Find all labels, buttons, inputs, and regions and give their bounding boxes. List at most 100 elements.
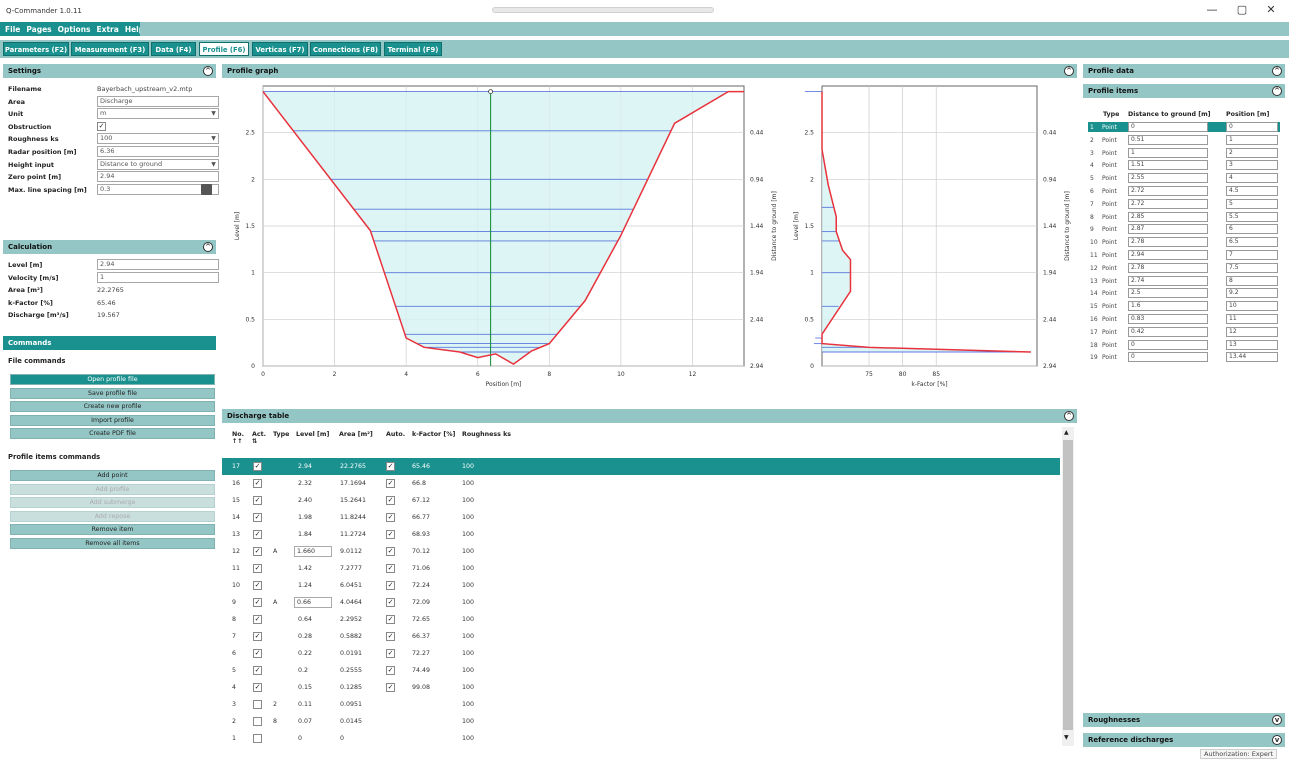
pi-distance-input[interactable]: 2.72 [1128,198,1208,209]
menu-pages[interactable]: Pages [26,24,52,34]
roughnesses-header[interactable]: Roughnesses v [1083,713,1285,727]
dropdown-arrow-icon[interactable]: ▼ [211,135,216,143]
pi-position-input[interactable]: 6 [1226,224,1278,235]
save-profile-file-button[interactable]: Save profile file [10,387,215,399]
auto-checkbox[interactable]: ✓ [386,513,395,522]
kfactor-chart[interactable]: 0 0.5 1 1.5 2 2.5 2.94 2.44 1.94 1.44 0.94 0.44 75 80… [782,78,1078,407]
table-row[interactable]: 7 ✓ 0.28 0.5882 ✓ 66.37 100 [222,628,1060,645]
profile-item-row[interactable]: 15 Point 1.6 10 [1088,301,1280,312]
profile-graph-header[interactable]: Profile graph ^ [222,64,1077,78]
active-checkbox[interactable]: ✓ [253,479,262,488]
profile-item-row[interactable]: 6 Point 2.72 4.5 [1088,186,1280,197]
column-kfactor[interactable]: k-Factor [%] [412,431,456,438]
profile-item-row[interactable]: 1 Point 0 0 [1088,122,1280,133]
auto-checkbox[interactable]: ✓ [386,530,395,539]
auto-checkbox[interactable]: ✓ [386,632,395,641]
active-checkbox[interactable]: ✓ [253,564,262,573]
add-submerge-button[interactable]: Add submerge [10,497,215,508]
pi-position-input[interactable]: 4 [1226,173,1278,184]
profile-item-row[interactable]: 7 Point 2.72 5 [1088,198,1280,210]
tab-verticas[interactable]: Verticas (F7) [252,42,308,56]
auto-checkbox[interactable]: ✓ [386,649,395,658]
pi-position-input[interactable]: 7 [1226,250,1278,260]
auto-checkbox[interactable]: ✓ [386,581,395,590]
close-button[interactable]: ✕ [1266,3,1276,16]
pi-position-input[interactable]: 0 [1226,122,1278,132]
pi-position-input[interactable]: 6.5 [1226,237,1278,248]
reference-discharges-header[interactable]: Reference discharges v [1083,733,1285,747]
column-level[interactable]: Level [m] [296,431,330,438]
menu-options[interactable]: Options [57,24,91,34]
scroll-down-icon[interactable]: ▼ [1064,734,1069,741]
settings-field[interactable]: 0.3 [97,183,219,195]
auto-checkbox[interactable]: ✓ [386,547,395,556]
commands-header[interactable]: Commands [3,336,216,350]
collapse-icon[interactable]: ^ [1272,66,1282,76]
auto-checkbox[interactable]: ✓ [386,496,395,505]
scroll-up-icon[interactable]: ▲ [1064,429,1069,436]
profile-item-row[interactable]: 8 Point 2.85 5.5 [1088,211,1280,223]
active-checkbox[interactable]: ✓ [253,666,262,675]
add-repose-button[interactable]: Add repose [10,510,215,522]
column-auto[interactable]: Auto. [386,431,406,438]
tab-profile[interactable]: Profile (F6) [199,42,249,56]
table-row[interactable]: 17 ✓ 2.94 22.2765 ✓ 65.46 100 [222,458,1060,475]
level-input[interactable]: 0.66 [294,597,332,608]
pi-distance-input[interactable]: 2.94 [1128,250,1208,260]
table-row[interactable]: 10 ✓ 1.24 6.0451 ✓ 72.24 100 [222,577,1060,594]
active-checkbox[interactable]: ✓ [253,530,262,539]
pi-distance-input[interactable]: 2.74 [1128,275,1208,286]
profile-item-row[interactable]: 12 Point 2.78 7.5 [1088,262,1280,274]
settings-field[interactable]: m ▼ [97,108,219,120]
tab-terminal[interactable]: Terminal (F9) [384,42,442,56]
pi-position-input[interactable]: 5.5 [1226,211,1278,222]
active-checkbox[interactable]: ✓ [253,513,262,522]
pi-distance-input[interactable]: 0.42 [1128,326,1208,337]
active-checkbox[interactable] [253,700,262,709]
settings-field[interactable]: 6.36 [97,146,219,157]
collapse-icon[interactable]: ^ [1272,86,1282,96]
collapse-icon[interactable]: ^ [203,242,213,252]
pi-distance-input[interactable]: 2.78 [1128,262,1208,273]
add-point-button[interactable]: Add point [10,470,215,481]
pi-position-input[interactable]: 5 [1226,198,1278,209]
table-row[interactable]: 5 ✓ 0.2 0.2555 ✓ 74.49 100 [222,662,1060,679]
auto-checkbox[interactable]: ✓ [386,598,395,607]
calculation-header[interactable]: Calculation ^ [3,240,216,254]
settings-field[interactable]: 2.94 [97,171,219,183]
profile-item-row[interactable]: 18 Point 0 13 [1088,339,1280,351]
menu-file[interactable]: File [5,24,21,34]
active-checkbox[interactable]: ✓ [253,462,262,471]
pi-position-input[interactable]: 2 [1226,147,1278,158]
tab-connections[interactable]: Connections (F8) [310,42,381,56]
pi-position-input[interactable]: 9.2 [1226,288,1278,299]
calculator-icon[interactable] [201,184,212,195]
tab-parameters[interactable]: Parameters (F2) [3,42,69,56]
create-new-profile-button[interactable]: Create new profile [10,401,215,412]
active-checkbox[interactable]: ✓ [253,598,262,607]
pi-distance-input[interactable]: 2.78 [1128,237,1208,248]
dropdown-arrow-icon[interactable]: ▼ [211,110,216,118]
collapse-icon[interactable]: v [1272,715,1282,725]
collapse-icon[interactable]: ^ [1064,411,1074,421]
add-profile-button[interactable]: Add profile [10,483,215,495]
active-checkbox[interactable]: ✓ [253,547,262,556]
table-row[interactable]: 14 ✓ 1.98 11.8244 ✓ 66.77 100 [222,509,1060,526]
pi-distance-input[interactable]: 1 [1128,147,1208,158]
profile-items-header[interactable]: Profile items ^ [1083,84,1285,98]
active-checkbox[interactable]: ✓ [253,683,262,692]
table-row[interactable]: 11 ✓ 1.42 7.2777 ✓ 71.06 100 [222,560,1060,577]
pi-distance-input[interactable]: 1.6 [1128,301,1208,312]
column-no[interactable]: No. ↑↑ [232,431,244,445]
auto-checkbox[interactable]: ✓ [386,683,395,692]
level-input[interactable]: 1.660 [294,546,332,557]
profile-item-row[interactable]: 17 Point 0.42 12 [1088,326,1280,338]
pi-distance-input[interactable]: 2.72 [1128,186,1208,196]
pi-distance-input[interactable]: 2.5 [1128,288,1208,299]
table-scrollbar[interactable]: ▲ ▼ [1062,427,1074,746]
column-act[interactable]: Act. ⇅ [252,431,267,445]
table-row[interactable]: 12 ✓ A 1.660 9.0112 ✓ 70.12 100 [222,543,1060,560]
pi-column-distance[interactable]: Distance to ground [m] [1128,111,1211,118]
profile-item-row[interactable]: 2 Point 0.51 1 [1088,134,1280,146]
settings-field[interactable]: 100 ▼ [97,133,219,145]
